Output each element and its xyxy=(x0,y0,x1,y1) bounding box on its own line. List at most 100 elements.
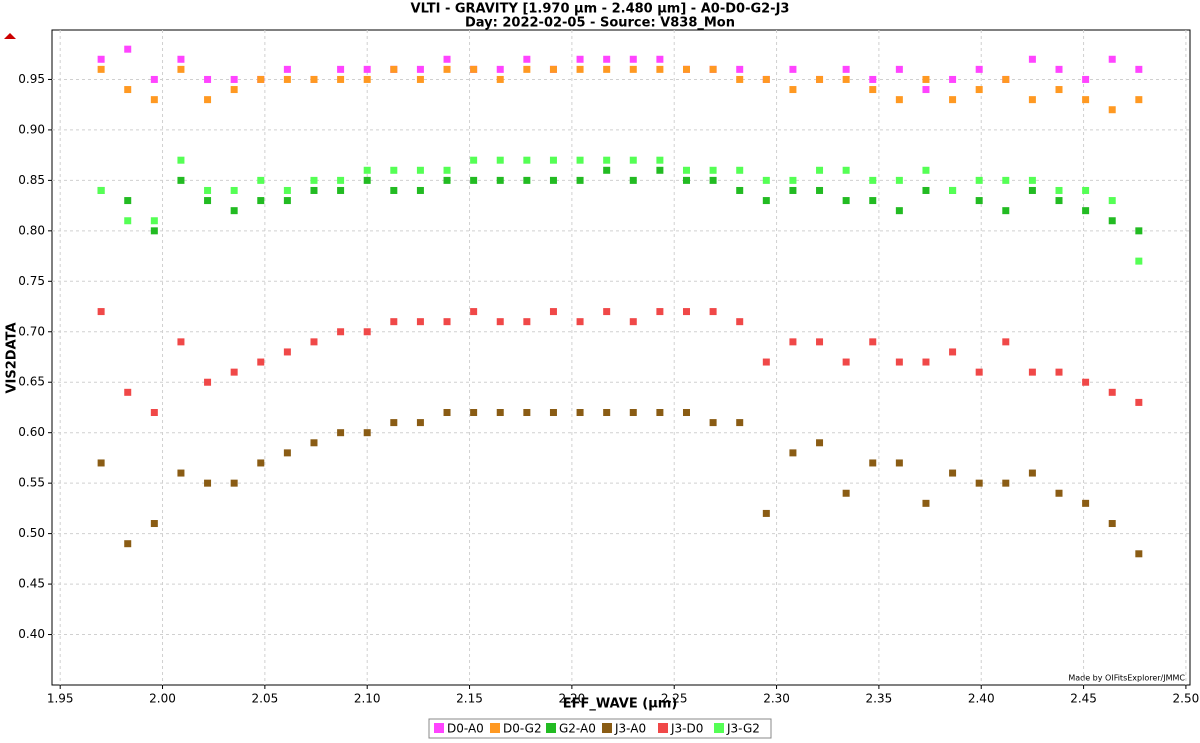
data-point xyxy=(762,358,770,366)
legend-swatch xyxy=(714,723,724,733)
data-point xyxy=(283,449,291,457)
data-point xyxy=(177,156,185,164)
data-point xyxy=(1002,338,1010,346)
data-point xyxy=(390,166,398,174)
data-point xyxy=(97,459,105,467)
data-point xyxy=(789,65,797,73)
data-point xyxy=(1002,207,1010,215)
data-point xyxy=(789,449,797,457)
data-point xyxy=(204,75,212,83)
legend-swatch xyxy=(434,723,444,733)
data-point xyxy=(257,176,265,184)
data-point xyxy=(1082,96,1090,104)
data-point xyxy=(416,186,424,194)
data-point xyxy=(1002,75,1010,83)
data-point xyxy=(682,176,690,184)
data-point xyxy=(949,469,957,477)
data-point xyxy=(895,96,903,104)
data-point xyxy=(150,227,158,235)
data-point xyxy=(443,318,451,326)
data-point xyxy=(549,176,557,184)
data-point xyxy=(869,176,877,184)
y-tick-label: 0.90 xyxy=(18,122,45,136)
data-point xyxy=(177,469,185,477)
data-point xyxy=(443,176,451,184)
x-tick-label: 1.95 xyxy=(47,692,74,706)
data-point xyxy=(682,409,690,417)
data-point xyxy=(337,176,345,184)
data-point xyxy=(922,358,930,366)
data-point xyxy=(390,419,398,427)
credit: Made by OIFitsExplorer/JMMC xyxy=(1068,674,1185,683)
data-point xyxy=(975,86,983,94)
data-point xyxy=(230,207,238,215)
data-point xyxy=(150,217,158,225)
data-point xyxy=(1055,186,1063,194)
data-point xyxy=(549,65,557,73)
data-point xyxy=(922,166,930,174)
data-point xyxy=(124,45,132,53)
data-point xyxy=(523,65,531,73)
data-point xyxy=(549,156,557,164)
data-point xyxy=(204,479,212,487)
legend-swatch xyxy=(490,723,500,733)
y-tick-label: 0.70 xyxy=(18,324,45,338)
data-point xyxy=(177,55,185,63)
data-point xyxy=(869,338,877,346)
data-point xyxy=(1108,520,1116,528)
data-point xyxy=(390,318,398,326)
data-point xyxy=(709,166,717,174)
legend-swatch xyxy=(546,723,556,733)
data-point xyxy=(523,409,531,417)
legend-swatch xyxy=(658,723,668,733)
chart-title: VLTI - GRAVITY [1.970 µm - 2.480 µm] - A… xyxy=(411,2,790,17)
plot-frame xyxy=(51,29,1191,686)
data-point xyxy=(842,166,850,174)
data-point xyxy=(150,75,158,83)
data-point xyxy=(283,65,291,73)
data-point xyxy=(736,65,744,73)
data-point xyxy=(204,186,212,194)
data-point xyxy=(762,509,770,517)
data-point xyxy=(1082,499,1090,507)
x-tick-label: 2.15 xyxy=(456,692,483,706)
legend-label: G2-A0 xyxy=(559,722,596,736)
data-point xyxy=(949,96,957,104)
marker-triangle xyxy=(4,33,16,39)
data-point xyxy=(416,75,424,83)
data-point xyxy=(257,75,265,83)
data-point xyxy=(922,86,930,94)
data-point xyxy=(230,479,238,487)
data-point xyxy=(816,75,824,83)
data-point xyxy=(709,308,717,316)
data-point xyxy=(629,156,637,164)
data-point xyxy=(949,348,957,356)
data-point xyxy=(310,338,318,346)
data-point xyxy=(1002,479,1010,487)
data-point xyxy=(1135,398,1143,406)
data-point xyxy=(895,459,903,467)
data-point xyxy=(789,338,797,346)
data-point xyxy=(1055,197,1063,205)
data-point xyxy=(949,75,957,83)
data-point xyxy=(576,409,584,417)
data-point xyxy=(656,65,664,73)
data-point xyxy=(629,176,637,184)
data-point xyxy=(1108,55,1116,63)
x-tick-label: 2.10 xyxy=(354,692,381,706)
data-point xyxy=(97,186,105,194)
data-point xyxy=(283,186,291,194)
data-point xyxy=(1108,217,1116,225)
x-tick-label: 2.20 xyxy=(559,692,586,706)
data-point xyxy=(230,75,238,83)
data-point xyxy=(576,318,584,326)
x-tick-label: 2.40 xyxy=(968,692,995,706)
y-tick-label: 0.55 xyxy=(18,476,45,490)
data-point xyxy=(816,186,824,194)
data-point xyxy=(842,489,850,497)
data-point xyxy=(257,197,265,205)
data-point xyxy=(709,419,717,427)
data-point xyxy=(124,86,132,94)
data-point xyxy=(283,75,291,83)
